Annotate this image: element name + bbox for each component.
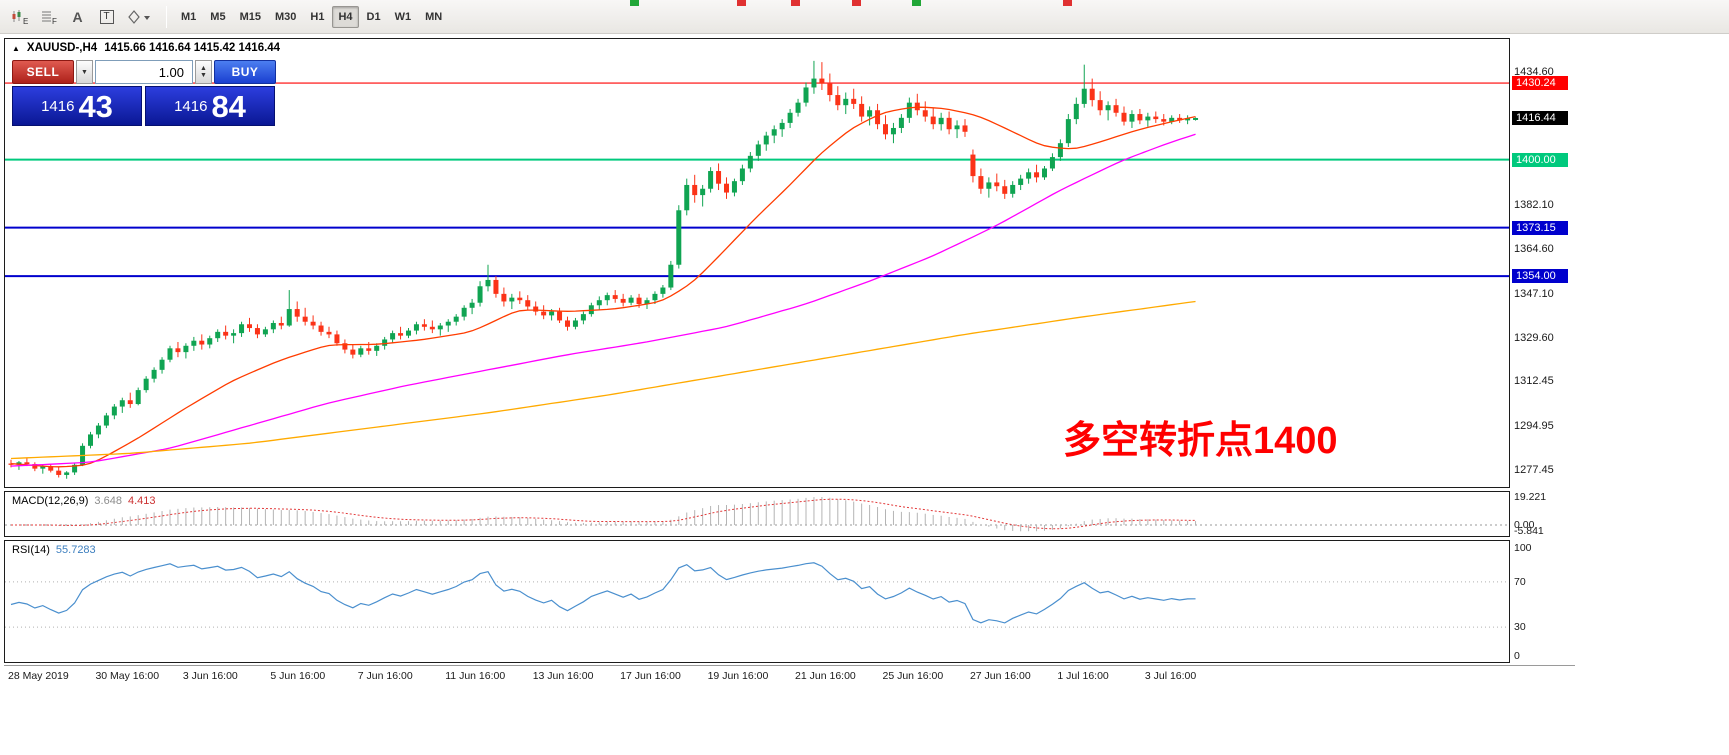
top-tick-mark [852,0,861,6]
timeframe-button-m15[interactable]: M15 [239,10,261,23]
macd-signal-value: 4.413 [127,495,156,507]
price-axis-label: 1329.60 [1514,331,1554,344]
chart-marker-icon: ▲ [12,43,20,53]
ask-price-prefix: 1416 [174,97,208,115]
macd-axis-label: -5.841 [1514,525,1544,537]
price-axis-label: 1312.45 [1514,375,1554,388]
rsi-axis-label: 30 [1514,621,1526,634]
volume-dropdown-button[interactable]: ▼ [76,60,93,84]
main-chart-panel[interactable]: ▲ XAUUSD-,H4 1415.66 1416.64 1415.42 141… [4,38,1510,488]
volume-input[interactable] [95,60,193,84]
time-axis-label: 7 Jun 16:00 [357,670,413,682]
chart-symbol: XAUUSD-,H4 [26,42,98,54]
time-axis-label: 5 Jun 16:00 [270,670,326,682]
top-tick-mark [737,0,746,6]
rsi-axis: 100 70 30 0 [1511,540,1575,663]
time-axis-label: 25 Jun 16:00 [882,670,944,682]
macd-panel[interactable]: MACD(12,26,9) 3.648 4.413 [4,491,1510,537]
time-axis-label: 1 Jul 16:00 [1057,670,1109,682]
timeframe-button-m1[interactable]: M1 [181,10,197,23]
price-axis-badge: 1430.24 [1512,76,1568,91]
top-tick-mark [1063,0,1072,6]
timeframe-button-mn[interactable]: MN [425,10,443,23]
toolbar-separator [166,5,167,28]
macd-axis-label: 19.221 [1514,491,1547,503]
timeframe-button-h1[interactable]: H1 [310,10,325,23]
time-axis-label: 3 Jul 16:00 [1144,670,1197,682]
svg-text:E: E [23,17,28,25]
time-axis-label: 3 Jun 16:00 [182,670,238,682]
timeframe-button-group: M1 M5 M15 M30 H1 H4 D1 W1 MN [175,5,448,28]
top-toolbar: E F A T M1 M5 M15 M30 H1 H4 D1 W1 MN [0,0,1729,34]
rsi-panel[interactable]: RSI(14) 55.7283 [4,540,1510,663]
bid-price-prefix: 1416 [41,97,75,115]
bid-price-big: 43 [78,88,113,124]
timeframe-button-m5[interactable]: M5 [210,10,226,23]
grid-tool-f-icon[interactable]: F [35,5,62,29]
time-axis-label: 28 May 2019 [8,670,69,682]
top-tick-mark [630,0,639,6]
svg-text:F: F [52,17,57,25]
rsi-axis-label: 100 [1514,542,1532,554]
shapes-dropdown-icon[interactable] [122,5,158,29]
timeframe-button-m30[interactable]: M30 [274,10,297,23]
time-axis-label: 13 Jun 16:00 [532,670,594,682]
price-axis-badge: 1373.15 [1512,220,1568,235]
chart-tool-e-icon[interactable]: E [6,5,33,29]
price-axis-label: 1364.60 [1514,243,1554,256]
top-tick-mark [912,0,921,6]
price-axis-badge: 1400.00 [1512,152,1568,167]
bid-price-display: 1416 43 [12,86,142,126]
rsi-value: 55.7283 [55,544,96,556]
time-axis-label: 11 Jun 16:00 [445,670,506,682]
rsi-label: RSI(14) 55.7283 [12,544,96,556]
time-axis-label: 27 Jun 16:00 [969,670,1031,682]
price-axis-label: 1382.10 [1514,198,1554,211]
timeframe-button-d1[interactable]: D1 [366,10,381,23]
rsi-canvas[interactable] [5,541,1509,662]
one-click-trade-panel: SELL ▼ ▲▼ BUY 1416 43 1416 84 [12,60,276,126]
text-box-tool-icon[interactable]: T [93,5,120,29]
text-a-tool-icon[interactable]: A [72,8,83,25]
time-axis-label: 21 Jun 16:00 [795,670,856,682]
rsi-axis-label: 70 [1514,575,1526,588]
chart-title: ▲ XAUUSD-,H4 1415.66 1416.64 1415.42 141… [12,42,280,54]
buy-button[interactable]: BUY [214,60,276,84]
chart-ohlc-values: 1415.66 1416.64 1415.42 1416.44 [104,42,281,54]
price-axis: 1434.60 1382.10 1364.60 1347.10 1329.60 1312.… [1511,38,1575,488]
macd-name: MACD(12,26,9) [12,495,89,507]
time-axis-label: 19 Jun 16:00 [707,670,769,682]
macd-canvas[interactable] [5,492,1509,536]
price-axis-label: 1294.95 [1514,419,1554,432]
time-axis-label: 30 May 16:00 [95,670,160,682]
top-tick-mark [791,0,800,6]
sell-button[interactable]: SELL [12,60,74,84]
volume-spinner[interactable]: ▲ ▼ [195,60,212,84]
macd-axis-label: 0.00 [1514,519,1535,531]
price-axis-badge: 1416.44 [1512,110,1568,125]
macd-axis: 19.221 0.00 -5.841 [1511,491,1575,537]
rsi-axis-label: 0 [1514,650,1520,662]
rsi-name: RSI(14) [12,544,50,556]
price-chart-canvas[interactable] [5,39,1509,487]
macd-main-value: 3.648 [94,495,122,507]
time-axis: 28 May 2019 30 May 16:00 3 Jun 16:00 5 Jun … [4,665,1575,687]
price-axis-label: 1434.60 [1514,66,1554,78]
macd-label: MACD(12,26,9) 3.648 4.413 [12,495,155,507]
timeframe-button-h4[interactable]: H4 [332,5,359,28]
price-axis-label: 1347.10 [1514,287,1554,300]
timeframe-button-w1[interactable]: W1 [394,10,412,23]
price-axis-label: 1277.45 [1514,464,1554,476]
ask-price-display: 1416 84 [145,86,275,126]
price-axis-badge: 1354.00 [1512,269,1568,284]
ask-price-big: 84 [211,88,246,124]
chart-text-annotation: 多空转折点1400 [1063,420,1338,462]
time-axis-label: 17 Jun 16:00 [620,670,681,682]
